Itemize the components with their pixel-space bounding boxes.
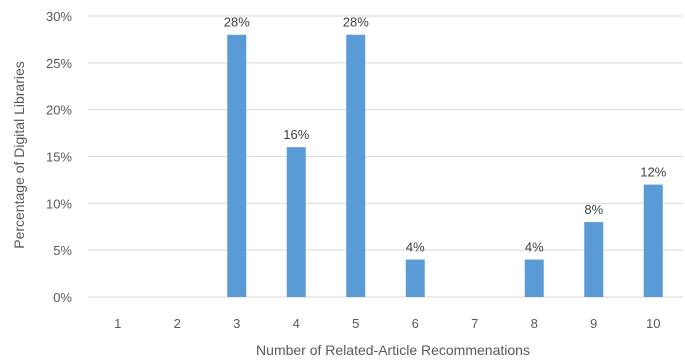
bar-3 (227, 34, 247, 297)
x-tick-label-1: 1 (114, 316, 121, 331)
y-tick-label: 0% (53, 290, 72, 305)
x-tick-label-6: 6 (412, 316, 419, 331)
x-axis-tick-labels: 1 2 3 4 5 6 7 8 9 10 (114, 316, 660, 331)
data-label-10: 12% (640, 165, 666, 180)
data-labels: 28% 16% 28% 4% 4% 8% 12% (224, 15, 667, 255)
x-tick-label-9: 9 (590, 316, 597, 331)
x-tick-label-2: 2 (174, 316, 181, 331)
bar-8 (524, 259, 544, 297)
data-label-9: 8% (584, 202, 603, 217)
y-tick-label: 30% (46, 9, 72, 24)
y-tick-label: 25% (46, 56, 72, 71)
x-tick-label-4: 4 (293, 316, 300, 331)
x-tick-label-10: 10 (646, 316, 660, 331)
bar-6 (405, 259, 425, 297)
bar-5 (346, 34, 366, 297)
data-label-8: 4% (525, 240, 544, 255)
y-tick-label: 5% (53, 243, 72, 258)
x-tick-label-3: 3 (233, 316, 240, 331)
bar-4 (286, 147, 306, 297)
y-axis-tick-labels: 0% 5% 10% 15% 20% 25% 30% (46, 9, 72, 305)
bar-10 (643, 184, 663, 297)
x-tick-label-7: 7 (471, 316, 478, 331)
data-label-3: 28% (224, 15, 250, 30)
y-tick-label: 20% (46, 103, 72, 118)
y-axis-title: Percentage of Digital Libraries (11, 61, 27, 249)
data-label-4: 16% (283, 127, 309, 142)
bars (227, 34, 663, 297)
data-label-6: 4% (406, 240, 425, 255)
bar-9 (584, 222, 604, 297)
x-axis-title: Number of Related-Article Recommenations (256, 342, 530, 358)
gridlines (88, 15, 683, 298)
data-label-5: 28% (343, 15, 369, 30)
x-tick-label-8: 8 (531, 316, 538, 331)
y-tick-label: 10% (46, 196, 72, 211)
y-tick-label: 15% (46, 150, 72, 165)
x-tick-label-5: 5 (352, 316, 359, 331)
